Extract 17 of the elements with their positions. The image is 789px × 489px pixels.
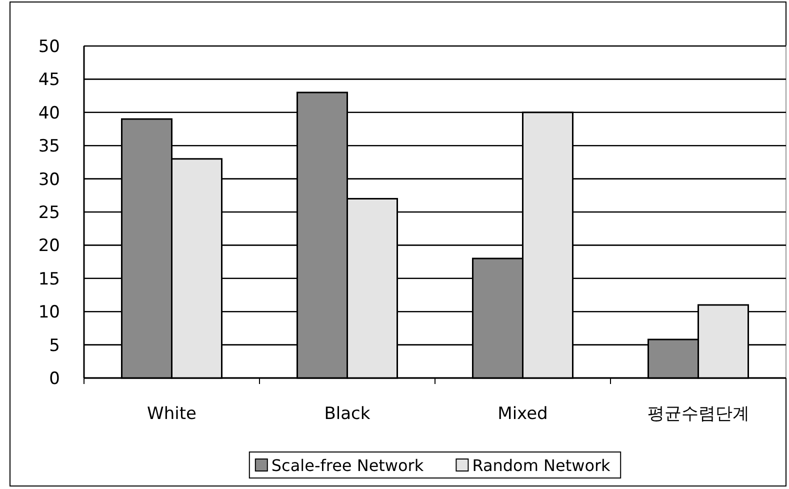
y-tick-label: 50 bbox=[38, 37, 60, 57]
y-tick-label: 35 bbox=[38, 136, 60, 157]
y-tick-label: 15 bbox=[38, 269, 60, 290]
legend-label: Scale-free Network bbox=[271, 456, 424, 475]
y-tick-label: 40 bbox=[38, 103, 60, 124]
x-tick-label: 평균수렴단계 bbox=[647, 404, 750, 424]
x-tick-label: Black bbox=[324, 404, 370, 424]
x-tick-label: White bbox=[147, 404, 196, 424]
legend-label: Random Network bbox=[472, 456, 612, 475]
y-tick-label: 45 bbox=[38, 70, 60, 90]
y-tick-label: 0 bbox=[49, 369, 60, 389]
y-tick-label: 25 bbox=[38, 203, 60, 223]
y-tick-label: 10 bbox=[38, 302, 60, 323]
y-tick-label: 5 bbox=[49, 336, 60, 356]
x-tick-label: Mixed bbox=[498, 404, 548, 424]
y-tick-label: 30 bbox=[38, 170, 60, 190]
y-tick-label: 20 bbox=[38, 236, 60, 256]
